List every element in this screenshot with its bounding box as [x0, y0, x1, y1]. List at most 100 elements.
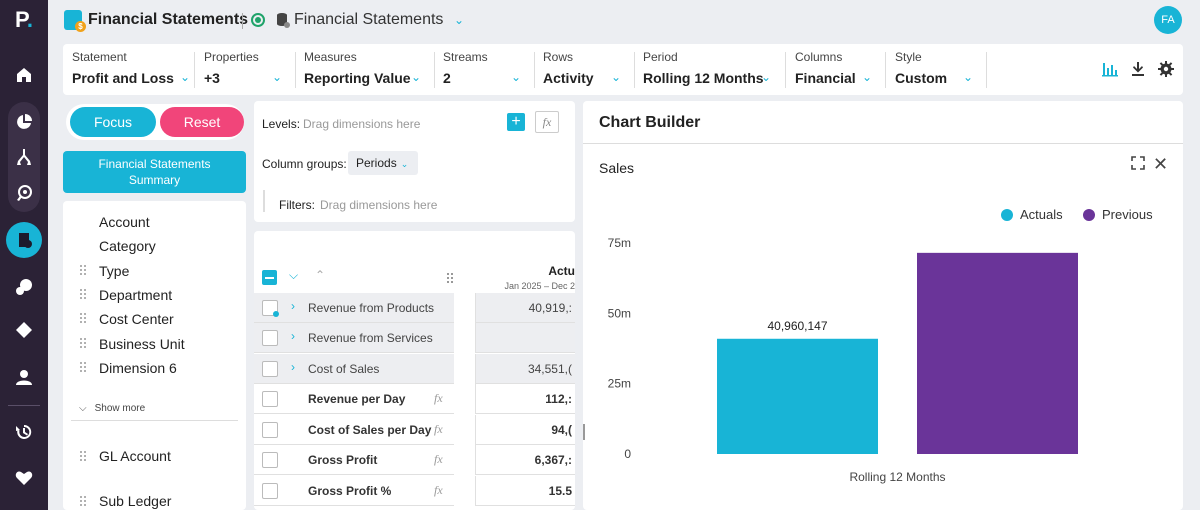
- drag-handle-icon[interactable]: [447, 273, 455, 285]
- table-row[interactable]: › Revenue from Services: [254, 323, 575, 353]
- avatar[interactable]: FA: [1154, 6, 1182, 34]
- chevron-down-icon: ⌄: [180, 70, 191, 84]
- formula-button[interactable]: fx: [535, 111, 559, 133]
- home-icon[interactable]: [8, 59, 40, 91]
- dimension-item[interactable]: Category: [99, 238, 156, 254]
- drag-handle-icon[interactable]: [80, 451, 88, 463]
- drag-handle-icon[interactable]: [80, 338, 88, 350]
- bubbles-icon[interactable]: [8, 271, 40, 303]
- chevron-right-icon[interactable]: ›: [291, 329, 295, 343]
- app-logo[interactable]: P.: [15, 7, 33, 32]
- table-row[interactable]: Revenue per Day fx 112,:: [254, 384, 575, 414]
- filters-dropzone[interactable]: Drag dimensions here: [320, 198, 438, 212]
- pie-chart-icon[interactable]: [8, 106, 40, 138]
- filter-divider: [295, 52, 296, 88]
- x-tick-label: Rolling 12 Months: [849, 470, 945, 484]
- drag-handle-icon[interactable]: [80, 313, 88, 325]
- table-row[interactable]: Cost of Sales per Day fx 94,(: [254, 415, 575, 445]
- filter-divider: [534, 52, 535, 88]
- show-more-link[interactable]: ⌵ Show more: [79, 403, 145, 414]
- row-checkbox[interactable]: [262, 483, 278, 499]
- filter-divider: [986, 52, 987, 88]
- table-row[interactable]: › Cost of Sales 34,551,(: [254, 354, 575, 384]
- drag-handle-icon[interactable]: [80, 362, 88, 374]
- summary-card[interactable]: Financial Statements Summary: [63, 151, 246, 193]
- dimension-item[interactable]: Business Unit: [99, 336, 185, 352]
- filter-measures[interactable]: Measures Reporting Value ⌄: [304, 50, 434, 90]
- levels-dropzone[interactable]: Drag dimensions here: [303, 117, 421, 131]
- filter-properties[interactable]: Properties +3 ⌄: [204, 50, 294, 90]
- hierarchy-icon[interactable]: [8, 141, 40, 173]
- filters-label: Filters:: [279, 198, 315, 212]
- summary-subtitle: Summary: [128, 173, 181, 187]
- row-checkbox[interactable]: [262, 422, 278, 438]
- filter-value: Profit and Loss: [72, 70, 174, 86]
- chevron-down-icon: ⌄: [761, 70, 772, 84]
- dimension-item[interactable]: Department: [99, 287, 173, 303]
- history-icon[interactable]: [8, 416, 40, 448]
- chevron-down-icon[interactable]: ⌄: [454, 13, 465, 27]
- dimension-item[interactable]: Dimension 6: [99, 360, 177, 376]
- filter-columns[interactable]: Columns Financial ⌄: [795, 50, 885, 90]
- table-row[interactable]: Gross Profit % fx 15.5: [254, 476, 575, 506]
- drag-handle-icon[interactable]: [80, 265, 88, 277]
- dimension-item[interactable]: Cost Center: [99, 311, 174, 327]
- collapse-all-icon[interactable]: ⌃: [315, 268, 326, 282]
- filter-streams[interactable]: Streams 2 ⌄: [443, 50, 533, 90]
- column-groups-select[interactable]: Periods ⌄: [348, 151, 418, 175]
- financial-statements-icon[interactable]: [6, 222, 42, 258]
- drag-handle-icon[interactable]: [80, 289, 88, 301]
- focus-reset-group: Focus Reset: [66, 104, 244, 140]
- row-checkbox[interactable]: [262, 452, 278, 468]
- chevron-down-icon: ⌄: [862, 70, 873, 84]
- focus-button[interactable]: Focus: [70, 107, 156, 137]
- reset-button[interactable]: Reset: [160, 107, 244, 137]
- filter-value: Financial: [795, 70, 856, 86]
- user-icon[interactable]: [8, 361, 40, 393]
- heart-icon[interactable]: [8, 462, 40, 494]
- row-checkbox[interactable]: [262, 391, 278, 407]
- row-checkbox[interactable]: [262, 361, 278, 377]
- bar-chart-icon[interactable]: [1101, 60, 1119, 78]
- chevron-right-icon[interactable]: ›: [291, 299, 295, 313]
- panel-resize-handle[interactable]: [583, 424, 585, 440]
- statement-grid: Actu Jan 2025 – Dec 2 ⌵ ⌃ › Revenue from …: [254, 231, 575, 510]
- select-all-checkbox[interactable]: [262, 270, 277, 285]
- search-report-icon[interactable]: [8, 177, 40, 209]
- dimension-item[interactable]: Sub Ledger: [99, 493, 172, 509]
- table-row[interactable]: › Revenue from Products 40,919,:: [254, 293, 575, 323]
- filter-period[interactable]: Period Rolling 12 Months ⌄: [643, 50, 783, 90]
- row-name: Gross Profit: [308, 453, 378, 467]
- y-tick-label: 50m: [608, 306, 631, 320]
- row-value: 6,367,:: [534, 453, 572, 467]
- row-checkbox[interactable]: [262, 330, 278, 346]
- bar-actuals: [717, 338, 878, 454]
- document-title[interactable]: Financial Statements: [294, 11, 444, 28]
- table-row[interactable]: Gross Profit fx 6,367,:: [254, 445, 575, 475]
- column-header-label[interactable]: Actu: [548, 264, 575, 278]
- filter-value: Rolling 12 Months: [643, 70, 764, 86]
- dimension-item[interactable]: Type: [99, 263, 130, 279]
- chevron-right-icon[interactable]: ›: [291, 360, 295, 374]
- row-value: 40,919,:: [528, 301, 572, 315]
- download-icon[interactable]: [1129, 60, 1147, 78]
- chevron-down-icon: ⌄: [611, 70, 622, 84]
- filter-style[interactable]: Style Custom ⌄: [895, 50, 985, 90]
- grid-column-header: Actu Jan 2025 – Dec 2: [476, 231, 575, 293]
- header-divider: [583, 143, 1183, 144]
- bar-previous: [917, 252, 1078, 454]
- filter-value: 2: [443, 70, 451, 86]
- expand-icon[interactable]: [1131, 156, 1145, 170]
- dimension-item[interactable]: Account: [99, 214, 150, 230]
- expand-all-icon[interactable]: ⌵: [289, 268, 299, 282]
- dimension-item[interactable]: GL Account: [99, 448, 171, 464]
- tag-icon[interactable]: [8, 314, 40, 346]
- filter-rows[interactable]: Rows Activity ⌄: [543, 50, 633, 90]
- gear-icon[interactable]: [1157, 60, 1175, 78]
- close-icon[interactable]: ✕: [1153, 154, 1169, 174]
- filter-label: Rows: [543, 50, 574, 64]
- add-level-button[interactable]: +: [507, 113, 525, 131]
- filter-statement[interactable]: Statement Profit and Loss ⌄: [72, 50, 198, 90]
- drag-handle-icon[interactable]: [80, 496, 88, 508]
- chevron-down-icon: ⌄: [272, 70, 283, 84]
